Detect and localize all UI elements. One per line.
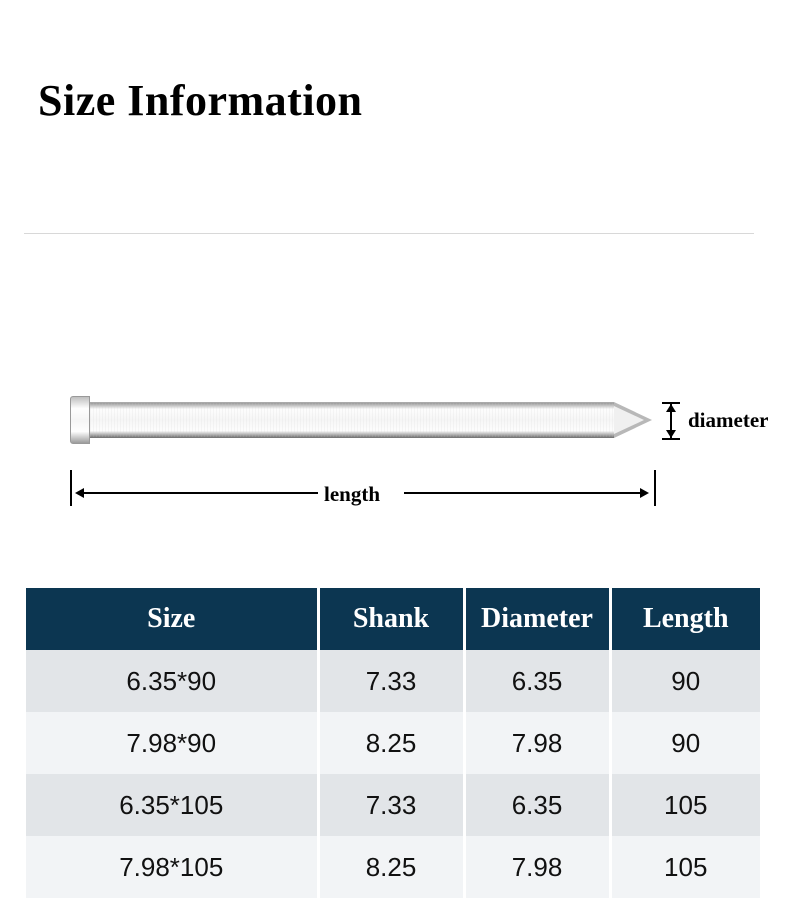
cell-size: 6.35*105 — [26, 774, 318, 836]
cell-diameter: 6.35 — [464, 774, 610, 836]
cell-diameter: 7.98 — [464, 712, 610, 774]
cell-size: 7.98*90 — [26, 712, 318, 774]
pin-head — [70, 396, 90, 444]
cell-length: 105 — [610, 836, 760, 898]
cell-length: 90 — [610, 712, 760, 774]
pin-tip-highlight — [614, 406, 644, 434]
cell-shank: 7.33 — [318, 650, 464, 712]
cell-shank: 7.33 — [318, 774, 464, 836]
cell-shank: 8.25 — [318, 712, 464, 774]
col-header-shank: Shank — [318, 588, 464, 650]
table-header-row: Size Shank Diameter Length — [26, 588, 760, 650]
col-header-length: Length — [610, 588, 760, 650]
col-header-diameter: Diameter — [464, 588, 610, 650]
col-header-size: Size — [26, 588, 318, 650]
diameter-dimension: diameter — [662, 392, 790, 448]
table-row: 6.35*90 7.33 6.35 90 — [26, 650, 760, 712]
table-row: 7.98*105 8.25 7.98 105 — [26, 836, 760, 898]
cell-shank: 8.25 — [318, 836, 464, 898]
page-title: Size Information — [38, 75, 363, 126]
cell-diameter: 7.98 — [464, 836, 610, 898]
cell-size: 6.35*90 — [26, 650, 318, 712]
length-dimension: length — [70, 470, 670, 510]
diameter-label: diameter — [688, 408, 768, 433]
length-label: length — [324, 482, 380, 507]
pin-illustration — [70, 392, 654, 448]
cell-length: 105 — [610, 774, 760, 836]
horizontal-divider — [24, 233, 754, 234]
cell-size: 7.98*105 — [26, 836, 318, 898]
cell-diameter: 6.35 — [464, 650, 610, 712]
pin-shaft — [90, 402, 614, 438]
pin-diagram: diameter length — [70, 392, 790, 522]
cell-length: 90 — [610, 650, 760, 712]
size-table: Size Shank Diameter Length 6.35*90 7.33 … — [26, 588, 760, 898]
table-row: 7.98*90 8.25 7.98 90 — [26, 712, 760, 774]
table-row: 6.35*105 7.33 6.35 105 — [26, 774, 760, 836]
